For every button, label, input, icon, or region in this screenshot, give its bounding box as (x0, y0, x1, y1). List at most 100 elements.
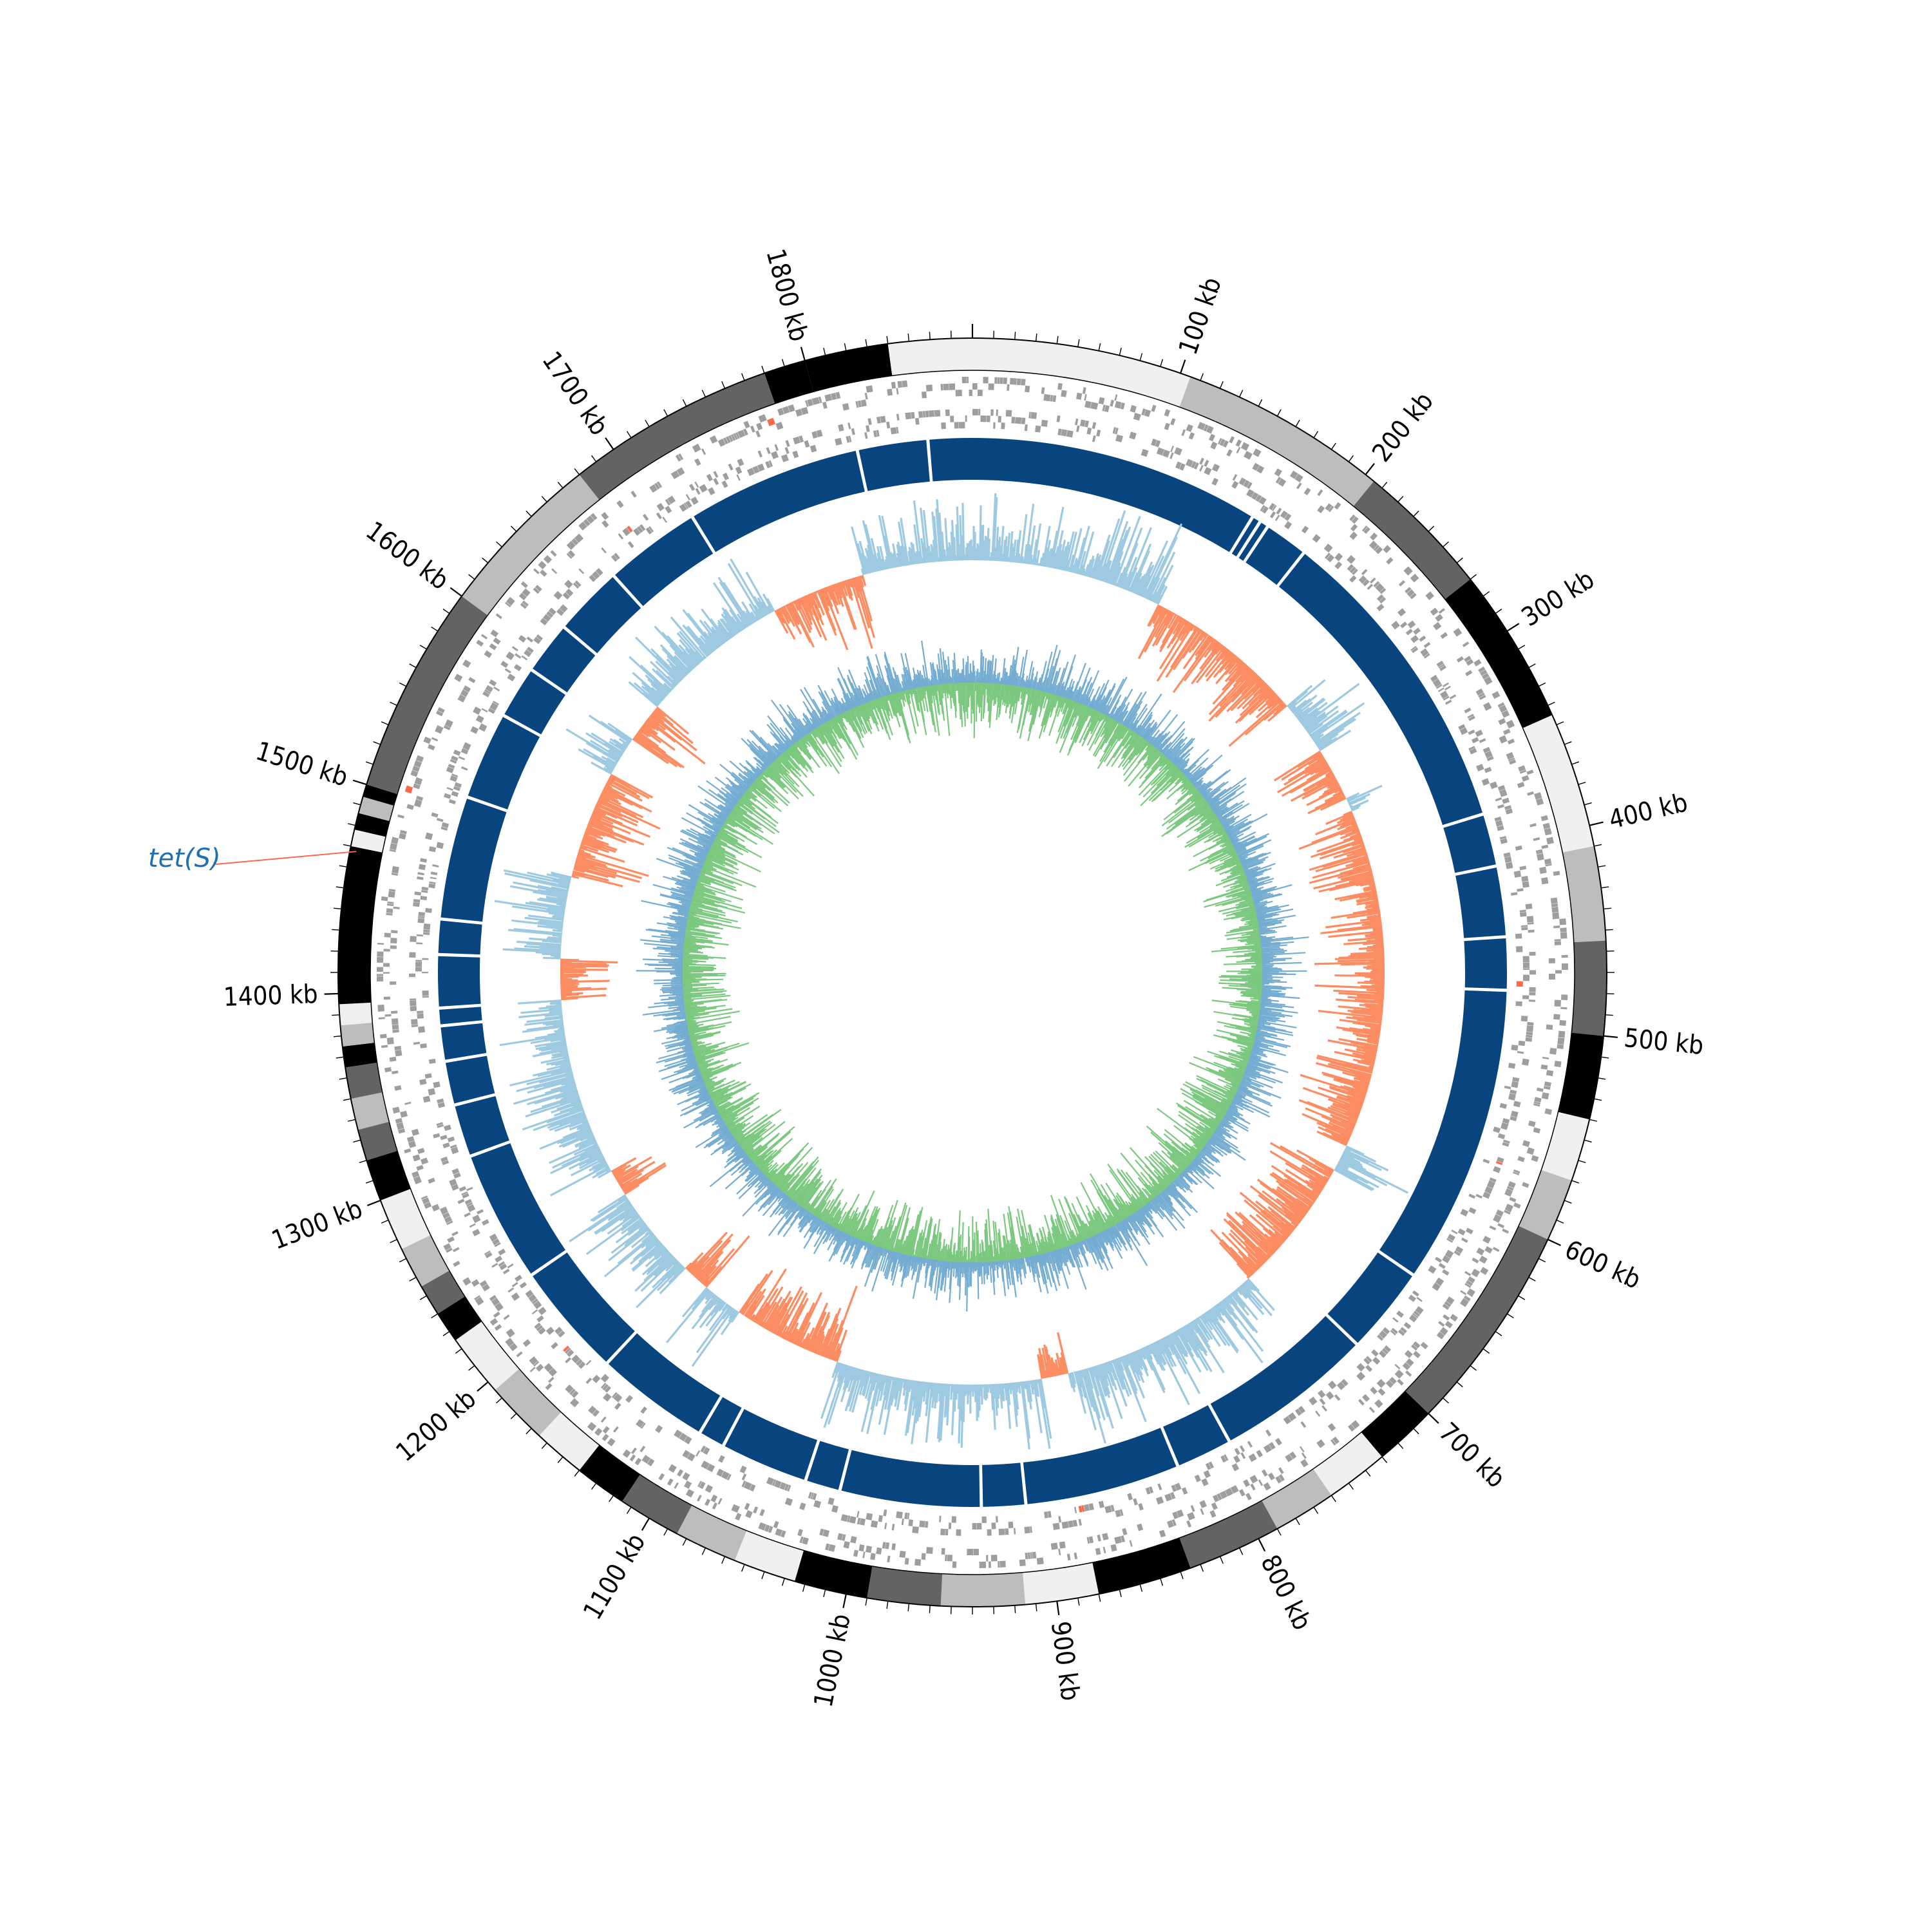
gene-feature (520, 603, 527, 609)
gene-feature (1272, 505, 1277, 511)
gc-skew-bar (661, 647, 688, 676)
gene-feature (1517, 782, 1525, 788)
major-tick (477, 1381, 489, 1392)
gc-skew-bar (605, 759, 616, 767)
gene-feature (654, 482, 660, 490)
gene-feature (406, 1136, 415, 1142)
contig-segment (339, 1002, 373, 1026)
gc-skew-bar (1095, 540, 1110, 580)
gc-skew-bar (1294, 701, 1313, 717)
gc-skew-bar (510, 885, 568, 898)
gc-skew-bar (537, 925, 563, 930)
gene-feature (493, 701, 500, 706)
gc-skew-bar (781, 1331, 786, 1339)
gene-feature (891, 381, 896, 389)
gc-skew-bar (1363, 886, 1376, 891)
gc-skew-bar (1336, 815, 1354, 824)
contig-segment (579, 1444, 640, 1502)
gc-skew-bar (1291, 1221, 1298, 1227)
gc-content-bar (1196, 817, 1218, 833)
gc-skew-bar (710, 628, 724, 645)
gene-feature (409, 973, 416, 978)
gene-feature (1361, 526, 1368, 532)
gc-content-bar (1207, 788, 1227, 804)
gc-skew-bar (617, 1171, 636, 1184)
gene-feature (1378, 1388, 1386, 1396)
gc-skew-bar (915, 551, 920, 564)
gene-feature (947, 1555, 953, 1562)
gc-skew-bar (941, 531, 945, 562)
gc-skew-bar (745, 571, 771, 614)
gene-feature (1476, 1247, 1485, 1256)
gene-feature (1544, 1108, 1553, 1115)
gene-feature (387, 901, 394, 904)
gene-feature (416, 1164, 424, 1171)
gene-feature (1058, 1548, 1061, 1556)
gene-feature (1376, 594, 1384, 601)
gene-feature (1368, 540, 1378, 549)
gc-skew-bar (1071, 1372, 1077, 1385)
gene-feature (413, 799, 422, 808)
gene-feature (503, 1314, 510, 1320)
gene-feature (1398, 580, 1406, 587)
gc-skew-bar (811, 592, 816, 600)
gc-skew-bar (641, 1250, 670, 1276)
gc-skew-bar (1330, 1113, 1356, 1126)
gc-content-bar (1113, 703, 1124, 721)
gc-skew-bar (1228, 662, 1246, 682)
gc-skew-bar (645, 720, 659, 732)
gc-skew-bar (727, 563, 762, 620)
gene-feature (687, 1452, 696, 1462)
gene-feature (1497, 1133, 1506, 1140)
gc-skew-bar (527, 871, 571, 884)
gene-feature (1412, 1290, 1419, 1297)
gene-feature (1356, 1363, 1365, 1372)
gene-feature (1323, 544, 1333, 553)
gc-skew-bar (904, 1380, 915, 1436)
minor-tick (1014, 1605, 1016, 1613)
gc-skew-bar (607, 1203, 632, 1222)
gene-feature (828, 1497, 835, 1506)
gc-skew-bar (1236, 661, 1245, 672)
gc-content-bar (1229, 837, 1235, 840)
gc-skew-bar (913, 500, 923, 564)
gene-feature (531, 1298, 538, 1305)
gene-feature (1379, 1330, 1387, 1339)
gc-skew-bar (1108, 529, 1129, 584)
gc-skew-bar (1225, 1296, 1233, 1305)
gene-feature (842, 402, 849, 411)
gene-feature (831, 1505, 838, 1513)
gc-skew-bar (594, 807, 618, 819)
gene-feature (1367, 583, 1374, 590)
gc-skew-bar (884, 1376, 892, 1401)
gc-content-bar (1073, 701, 1077, 708)
gene-feature (1492, 691, 1501, 699)
gc-skew-bar (1267, 1206, 1296, 1229)
gc-skew-bar (1243, 679, 1264, 700)
minor-tick (721, 381, 726, 389)
gc-skew-bar (1271, 1164, 1320, 1197)
gene-feature (1363, 1358, 1370, 1365)
gene-feature (538, 1307, 547, 1316)
gc-skew-bar (1211, 640, 1219, 650)
gc-content-bar (1112, 705, 1121, 720)
contig-segment (1179, 1500, 1278, 1568)
gc-skew-bar (641, 1235, 657, 1249)
gene-feature (613, 1426, 619, 1433)
gc-content-bar (1041, 691, 1045, 697)
gc-skew-bar (1212, 665, 1249, 705)
contig-block (1278, 554, 1482, 826)
gene-feature (1096, 430, 1101, 437)
gc-skew-bar (1006, 533, 1011, 562)
gc-content-bar (1114, 688, 1133, 721)
gene-feature (1406, 1358, 1414, 1367)
gc-skew-bar (1349, 875, 1374, 884)
gc-skew-bar (1364, 1003, 1384, 1007)
gene-feature (451, 1231, 459, 1236)
gc-content-bar (1204, 790, 1218, 800)
gc-skew-bar (1151, 591, 1158, 602)
gene-feature (1030, 412, 1037, 419)
gc-content-bar (1208, 838, 1230, 850)
gene-feature (1181, 1487, 1188, 1495)
gc-skew-bar (524, 916, 564, 924)
